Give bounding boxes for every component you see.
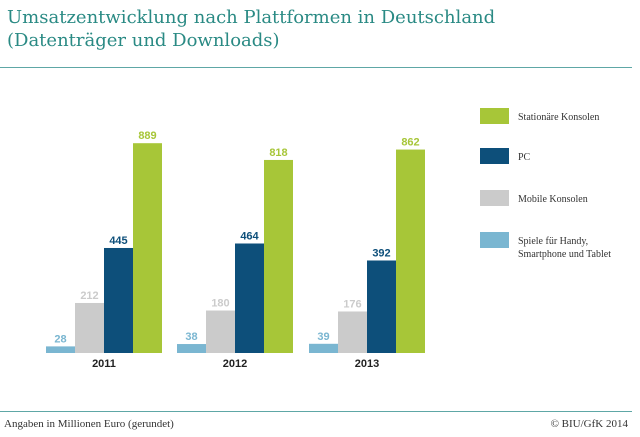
value-label-pc-2012: 464 — [240, 230, 259, 242]
bottom-divider — [0, 411, 632, 412]
bar-station-re-konsolen-2013 — [396, 149, 425, 353]
bar-pc-2013 — [367, 260, 396, 353]
bar-pc-2012 — [235, 243, 264, 353]
bar-mobile-konsolen-2012 — [206, 310, 235, 353]
legend-label-pc: PC — [518, 152, 531, 163]
value-label-station-re-konsolen-2012: 818 — [269, 147, 287, 159]
bar-mobile-konsolen-2011 — [75, 302, 104, 353]
value-label-mobile-konsolen-2013: 176 — [343, 298, 361, 310]
bar-spiele-f-r-handy-smartphone-und-tablet-2013 — [309, 343, 338, 353]
value-label-spiele-f-r-handy-smartphone-und-tablet-2011: 28 — [54, 333, 66, 345]
bar-station-re-konsolen-2012 — [264, 159, 293, 353]
category-label-2011: 2011 — [92, 358, 116, 370]
value-label-station-re-konsolen-2011: 889 — [138, 130, 156, 142]
bar-mobile-konsolen-2013 — [338, 311, 367, 353]
chart-title-line-2: (Datenträger und Downloads) — [7, 30, 280, 51]
legend-swatch-mobile-konsolen — [480, 190, 509, 206]
category-label-2013: 2013 — [355, 358, 379, 370]
chart-title-line-1: Umsatzentwicklung nach Plattformen in De… — [7, 7, 496, 28]
footnote: Angaben in Millionen Euro (gerundet) — [4, 418, 174, 430]
value-label-spiele-f-r-handy-smartphone-und-tablet-2013: 39 — [317, 331, 329, 343]
value-label-pc-2011: 445 — [109, 235, 127, 247]
value-label-mobile-konsolen-2012: 180 — [211, 298, 229, 310]
value-label-mobile-konsolen-2011: 212 — [80, 290, 98, 302]
bar-spiele-f-r-handy-smartphone-und-tablet-2011 — [46, 346, 75, 353]
top-divider — [0, 67, 632, 68]
legend-swatch-station-re-konsolen — [480, 108, 509, 124]
bar-station-re-konsolen-2011 — [133, 143, 162, 353]
value-label-pc-2013: 392 — [372, 247, 390, 259]
legend-swatch-spiele-f-r-handy-smartphone-und-tablet — [480, 232, 509, 248]
legend-label-station-re-konsolen: Stationäre Konsolen — [518, 112, 599, 123]
source-credit: © BIU/GfK 2014 — [550, 418, 628, 430]
value-label-spiele-f-r-handy-smartphone-und-tablet-2012: 38 — [185, 331, 197, 343]
value-label-station-re-konsolen-2013: 862 — [401, 137, 419, 149]
category-label-2012: 2012 — [223, 358, 247, 370]
legend-label-spiele-f-r-handy-smartphone-und-tablet-line-2: Smartphone und Tablet — [518, 249, 611, 260]
legend-label-mobile-konsolen: Mobile Konsolen — [518, 194, 588, 205]
bar-spiele-f-r-handy-smartphone-und-tablet-2012 — [177, 344, 206, 353]
chart-title: Umsatzentwicklung nach Plattformen in De… — [7, 6, 567, 52]
bar-pc-2011 — [104, 247, 133, 353]
legend-swatch-pc — [480, 148, 509, 164]
legend-label-spiele-f-r-handy-smartphone-und-tablet-line-1: Spiele für Handy, — [518, 236, 588, 247]
